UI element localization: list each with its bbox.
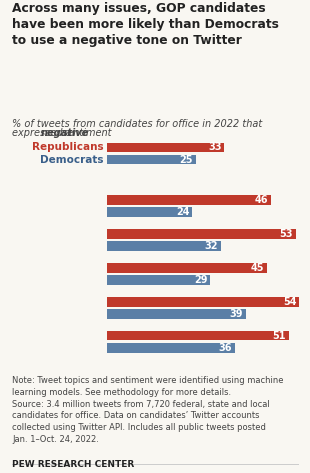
Text: expressed a: expressed a (12, 128, 75, 138)
Text: Democrats: Democrats (40, 155, 103, 165)
Text: Note: Tweet topics and sentiment were identified using machine
learning models. : Note: Tweet topics and sentiment were id… (12, 376, 284, 444)
Bar (107, 263, 267, 272)
Bar (107, 195, 271, 205)
Text: negative: negative (41, 128, 89, 138)
Bar (107, 208, 193, 217)
Bar (107, 309, 246, 319)
Text: 32: 32 (205, 241, 218, 251)
Text: 29: 29 (194, 275, 207, 285)
Text: 25: 25 (179, 155, 193, 165)
Text: Republicans: Republicans (32, 142, 103, 152)
Bar (107, 343, 235, 353)
Text: Across many issues, GOP candidates
have been more likely than Democrats
to use a: Across many issues, GOP candidates have … (12, 2, 279, 47)
Text: 53: 53 (279, 229, 293, 239)
Text: sentiment: sentiment (59, 128, 112, 138)
Text: 45: 45 (251, 263, 264, 273)
Text: 24: 24 (176, 207, 189, 217)
Bar (107, 331, 289, 341)
Text: PEW RESEARCH CENTER: PEW RESEARCH CENTER (12, 460, 135, 469)
Bar (107, 155, 196, 165)
Text: 33: 33 (208, 142, 222, 152)
Text: 54: 54 (283, 297, 296, 307)
Text: 39: 39 (229, 309, 243, 319)
Bar (107, 297, 299, 307)
Text: 36: 36 (219, 343, 232, 353)
Bar (107, 143, 224, 152)
Text: % of tweets from candidates for office in 2022 that: % of tweets from candidates for office i… (12, 119, 263, 129)
Bar (107, 241, 221, 251)
Text: 51: 51 (272, 331, 286, 341)
Text: 46: 46 (255, 195, 268, 205)
Bar (107, 229, 296, 239)
Bar (107, 275, 210, 285)
